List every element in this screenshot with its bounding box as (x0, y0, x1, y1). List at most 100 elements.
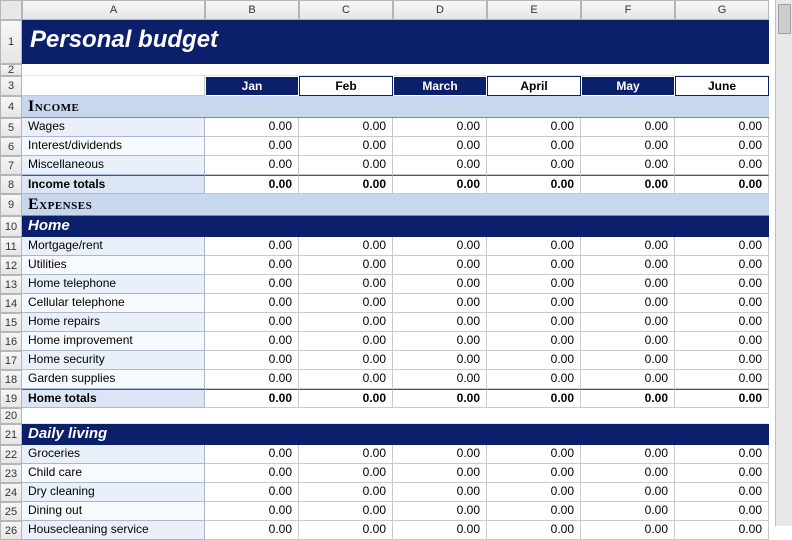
row-header-13[interactable]: 13 (0, 275, 22, 294)
col-header-D[interactable]: D (393, 0, 487, 20)
row-header-17[interactable]: 17 (0, 351, 22, 370)
row-header-24[interactable]: 24 (0, 483, 22, 502)
data-cell[interactable]: 0.00 (581, 370, 675, 389)
data-cell[interactable]: 0.00 (675, 502, 769, 521)
month-header-april[interactable]: April (487, 76, 581, 96)
row-label[interactable]: Home telephone (22, 275, 205, 294)
cell-A3[interactable] (22, 76, 205, 96)
data-cell[interactable]: 0.00 (675, 351, 769, 370)
row-label[interactable]: Miscellaneous (22, 156, 205, 175)
data-cell[interactable]: 0.00 (393, 445, 487, 464)
col-header-A[interactable]: A (22, 0, 205, 20)
data-cell[interactable]: 0.00 (675, 332, 769, 351)
data-cell[interactable]: 0.00 (675, 137, 769, 156)
data-cell[interactable]: 0.00 (487, 156, 581, 175)
data-cell[interactable]: 0.00 (299, 445, 393, 464)
data-cell[interactable]: 0.00 (205, 370, 299, 389)
row-header-11[interactable]: 11 (0, 237, 22, 256)
vertical-scrollbar[interactable] (775, 0, 792, 526)
row-label[interactable]: Housecleaning service (22, 521, 205, 540)
data-cell[interactable]: 0.00 (299, 464, 393, 483)
data-cell[interactable]: 0.00 (393, 483, 487, 502)
data-cell[interactable]: 0.00 (393, 370, 487, 389)
row-header-5[interactable]: 5 (0, 118, 22, 137)
data-cell[interactable]: 0.00 (205, 483, 299, 502)
total-cell[interactable]: 0.00 (205, 175, 299, 194)
total-cell[interactable]: 0.00 (299, 175, 393, 194)
corner-select-all[interactable] (0, 0, 22, 20)
data-cell[interactable]: 0.00 (393, 502, 487, 521)
data-cell[interactable]: 0.00 (299, 483, 393, 502)
row-header-14[interactable]: 14 (0, 294, 22, 313)
data-cell[interactable]: 0.00 (487, 370, 581, 389)
data-cell[interactable]: 0.00 (581, 351, 675, 370)
data-cell[interactable]: 0.00 (299, 370, 393, 389)
data-cell[interactable]: 0.00 (299, 521, 393, 540)
row-header-20[interactable]: 20 (0, 408, 22, 424)
data-cell[interactable]: 0.00 (487, 521, 581, 540)
row-header-26[interactable]: 26 (0, 521, 22, 540)
data-cell[interactable]: 0.00 (393, 332, 487, 351)
data-cell[interactable]: 0.00 (675, 275, 769, 294)
data-cell[interactable]: 0.00 (581, 332, 675, 351)
data-cell[interactable]: 0.00 (205, 275, 299, 294)
row-label[interactable]: Garden supplies (22, 370, 205, 389)
row-label[interactable]: Mortgage/rent (22, 237, 205, 256)
data-cell[interactable]: 0.00 (205, 332, 299, 351)
total-cell[interactable]: 0.00 (487, 389, 581, 408)
data-cell[interactable]: 0.00 (299, 237, 393, 256)
total-cell[interactable]: 0.00 (675, 389, 769, 408)
data-cell[interactable]: 0.00 (299, 294, 393, 313)
total-cell[interactable]: 0.00 (487, 175, 581, 194)
data-cell[interactable]: 0.00 (299, 275, 393, 294)
data-cell[interactable]: 0.00 (393, 118, 487, 137)
data-cell[interactable]: 0.00 (581, 237, 675, 256)
row-header-8[interactable]: 8 (0, 175, 22, 194)
row-label[interactable]: Groceries (22, 445, 205, 464)
data-cell[interactable]: 0.00 (205, 502, 299, 521)
data-cell[interactable]: 0.00 (205, 294, 299, 313)
data-cell[interactable]: 0.00 (581, 256, 675, 275)
data-cell[interactable]: 0.00 (393, 351, 487, 370)
total-cell[interactable]: 0.00 (393, 389, 487, 408)
data-cell[interactable]: 0.00 (581, 137, 675, 156)
data-cell[interactable]: 0.00 (205, 521, 299, 540)
data-cell[interactable]: 0.00 (675, 118, 769, 137)
data-cell[interactable]: 0.00 (205, 445, 299, 464)
data-cell[interactable]: 0.00 (393, 137, 487, 156)
data-cell[interactable]: 0.00 (299, 137, 393, 156)
row-header-6[interactable]: 6 (0, 137, 22, 156)
data-cell[interactable]: 0.00 (205, 464, 299, 483)
data-cell[interactable]: 0.00 (581, 521, 675, 540)
scrollbar-thumb[interactable] (778, 4, 791, 34)
data-cell[interactable]: 0.00 (299, 256, 393, 275)
data-cell[interactable]: 0.00 (487, 313, 581, 332)
row-label[interactable]: Cellular telephone (22, 294, 205, 313)
data-cell[interactable]: 0.00 (393, 275, 487, 294)
data-cell[interactable]: 0.00 (205, 313, 299, 332)
data-cell[interactable]: 0.00 (393, 294, 487, 313)
data-cell[interactable]: 0.00 (581, 464, 675, 483)
row-label[interactable]: Home repairs (22, 313, 205, 332)
total-cell[interactable]: 0.00 (393, 175, 487, 194)
data-cell[interactable]: 0.00 (675, 370, 769, 389)
data-cell[interactable]: 0.00 (393, 256, 487, 275)
data-cell[interactable]: 0.00 (487, 351, 581, 370)
data-cell[interactable]: 0.00 (581, 156, 675, 175)
row-header-15[interactable]: 15 (0, 313, 22, 332)
data-cell[interactable]: 0.00 (205, 237, 299, 256)
data-cell[interactable]: 0.00 (205, 156, 299, 175)
data-cell[interactable]: 0.00 (299, 156, 393, 175)
total-label[interactable]: Home totals (22, 389, 205, 408)
data-cell[interactable]: 0.00 (393, 313, 487, 332)
data-cell[interactable]: 0.00 (205, 351, 299, 370)
row-header-3[interactable]: 3 (0, 76, 22, 96)
data-cell[interactable]: 0.00 (581, 294, 675, 313)
month-header-june[interactable]: June (675, 76, 769, 96)
total-cell[interactable]: 0.00 (581, 389, 675, 408)
data-cell[interactable]: 0.00 (299, 332, 393, 351)
data-cell[interactable]: 0.00 (675, 237, 769, 256)
row-label[interactable]: Wages (22, 118, 205, 137)
data-cell[interactable]: 0.00 (581, 502, 675, 521)
row-header-1[interactable]: 1 (0, 20, 22, 64)
